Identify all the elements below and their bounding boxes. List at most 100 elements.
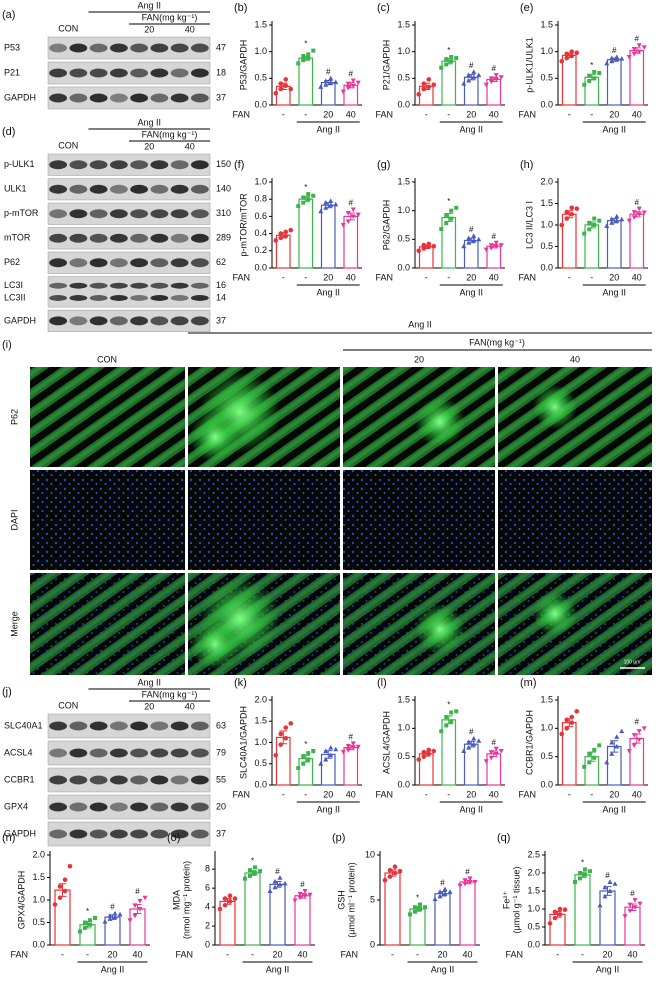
protein-label: LC3II: [4, 292, 26, 302]
data-point: [461, 748, 467, 753]
row-label: FAN: [375, 789, 393, 799]
group-label: Ang II: [602, 287, 626, 297]
data-point: [444, 213, 449, 218]
data-point: [631, 210, 637, 215]
data-point: [273, 752, 279, 758]
data-point: [466, 739, 472, 744]
blot-band: [130, 829, 149, 839]
row-label: FAN: [518, 789, 536, 799]
data-point: [272, 878, 278, 884]
row-label: FAN: [10, 949, 28, 959]
y-tick-label: 2.0: [254, 694, 267, 704]
data-point: [547, 921, 553, 926]
data-point: [278, 81, 284, 86]
data-point: [283, 725, 289, 730]
micrograph: [188, 367, 340, 467]
y-tick-label: 1.5: [540, 694, 553, 704]
significance-mark: #: [440, 878, 445, 887]
data-point: [471, 237, 477, 243]
data-point: [564, 216, 570, 221]
data-point: [421, 242, 427, 248]
data-point: [355, 212, 361, 218]
blot-band: [190, 829, 209, 839]
blot-band: [150, 775, 169, 785]
data-point: [604, 223, 610, 228]
blot-band: [69, 316, 88, 326]
bar: [599, 890, 616, 946]
blot-band: [89, 802, 108, 812]
kda-label: 140: [216, 184, 231, 194]
bar: [418, 753, 434, 786]
data-point: [350, 745, 356, 751]
y-tick-label: 1.5: [254, 19, 267, 29]
significance-mark: *: [590, 61, 593, 70]
data-point: [564, 717, 570, 723]
data-point: [306, 52, 311, 57]
dose-label: 20: [144, 24, 154, 34]
data-point: [350, 207, 356, 213]
data-point: [421, 754, 427, 759]
blot-band: [190, 258, 209, 268]
data-point: [454, 709, 459, 714]
blot-band: [49, 802, 68, 812]
y-tick-label: 2.0: [32, 849, 45, 859]
data-point: [619, 728, 625, 734]
data-point: [267, 888, 273, 893]
data-point: [552, 909, 558, 915]
data-point: [83, 925, 87, 930]
row-label: FAN: [375, 272, 393, 282]
blot-band: [130, 233, 149, 243]
significance-mark: *: [416, 894, 419, 903]
data-point: [350, 83, 356, 89]
x-tick-label: -: [416, 949, 419, 959]
blot-strip: [47, 251, 211, 274]
data-point: [597, 71, 602, 75]
panel-label: (l): [377, 677, 387, 689]
data-point: [587, 220, 592, 225]
data-point: [498, 243, 504, 248]
data-point: [609, 216, 615, 221]
signal-blob: [415, 397, 465, 447]
data-point: [302, 893, 308, 899]
blot-band: [170, 802, 189, 812]
y-tick-label: 0.0: [32, 939, 45, 949]
data-point: [471, 69, 477, 74]
data-point: [583, 867, 587, 872]
data-point: [641, 210, 647, 216]
data-point: [311, 193, 316, 198]
data-point: [431, 243, 437, 249]
data-point: [328, 752, 334, 758]
data-point: [466, 235, 472, 241]
x-tick-label: 40: [346, 272, 356, 282]
x-tick-label: -: [568, 272, 571, 282]
y-tick-label: 1.0: [540, 46, 553, 56]
y-tick-label: 0.6: [254, 211, 267, 221]
data-point: [333, 201, 339, 207]
data-point: [345, 210, 351, 216]
data-point: [416, 248, 422, 254]
blot-band: [170, 282, 189, 289]
bar: [441, 719, 457, 786]
data-point: [444, 62, 449, 67]
data-point: [421, 246, 427, 251]
y-tick-label: 0.0: [254, 262, 267, 272]
row-label: FAN: [340, 949, 358, 959]
x-tick-label: 20: [609, 272, 619, 282]
data-point: [345, 748, 351, 753]
data-point: [392, 864, 398, 869]
data-point: [632, 898, 638, 903]
bar: [269, 883, 286, 946]
data-point: [421, 86, 427, 92]
data-point: [432, 896, 438, 902]
data-point: [253, 865, 257, 870]
significance-mark: #: [612, 46, 617, 55]
data-point: [632, 905, 638, 910]
y-tick-label: 1.5: [254, 716, 267, 726]
protein-label: GAPDH: [4, 828, 36, 838]
x-tick-label: -: [556, 949, 559, 959]
x-tick-label: 40: [632, 272, 642, 282]
x-tick-label: 20: [609, 109, 619, 119]
blot-band: [190, 721, 209, 731]
blot-strip: [47, 178, 211, 201]
y-tick-label: 1.5: [397, 176, 410, 186]
